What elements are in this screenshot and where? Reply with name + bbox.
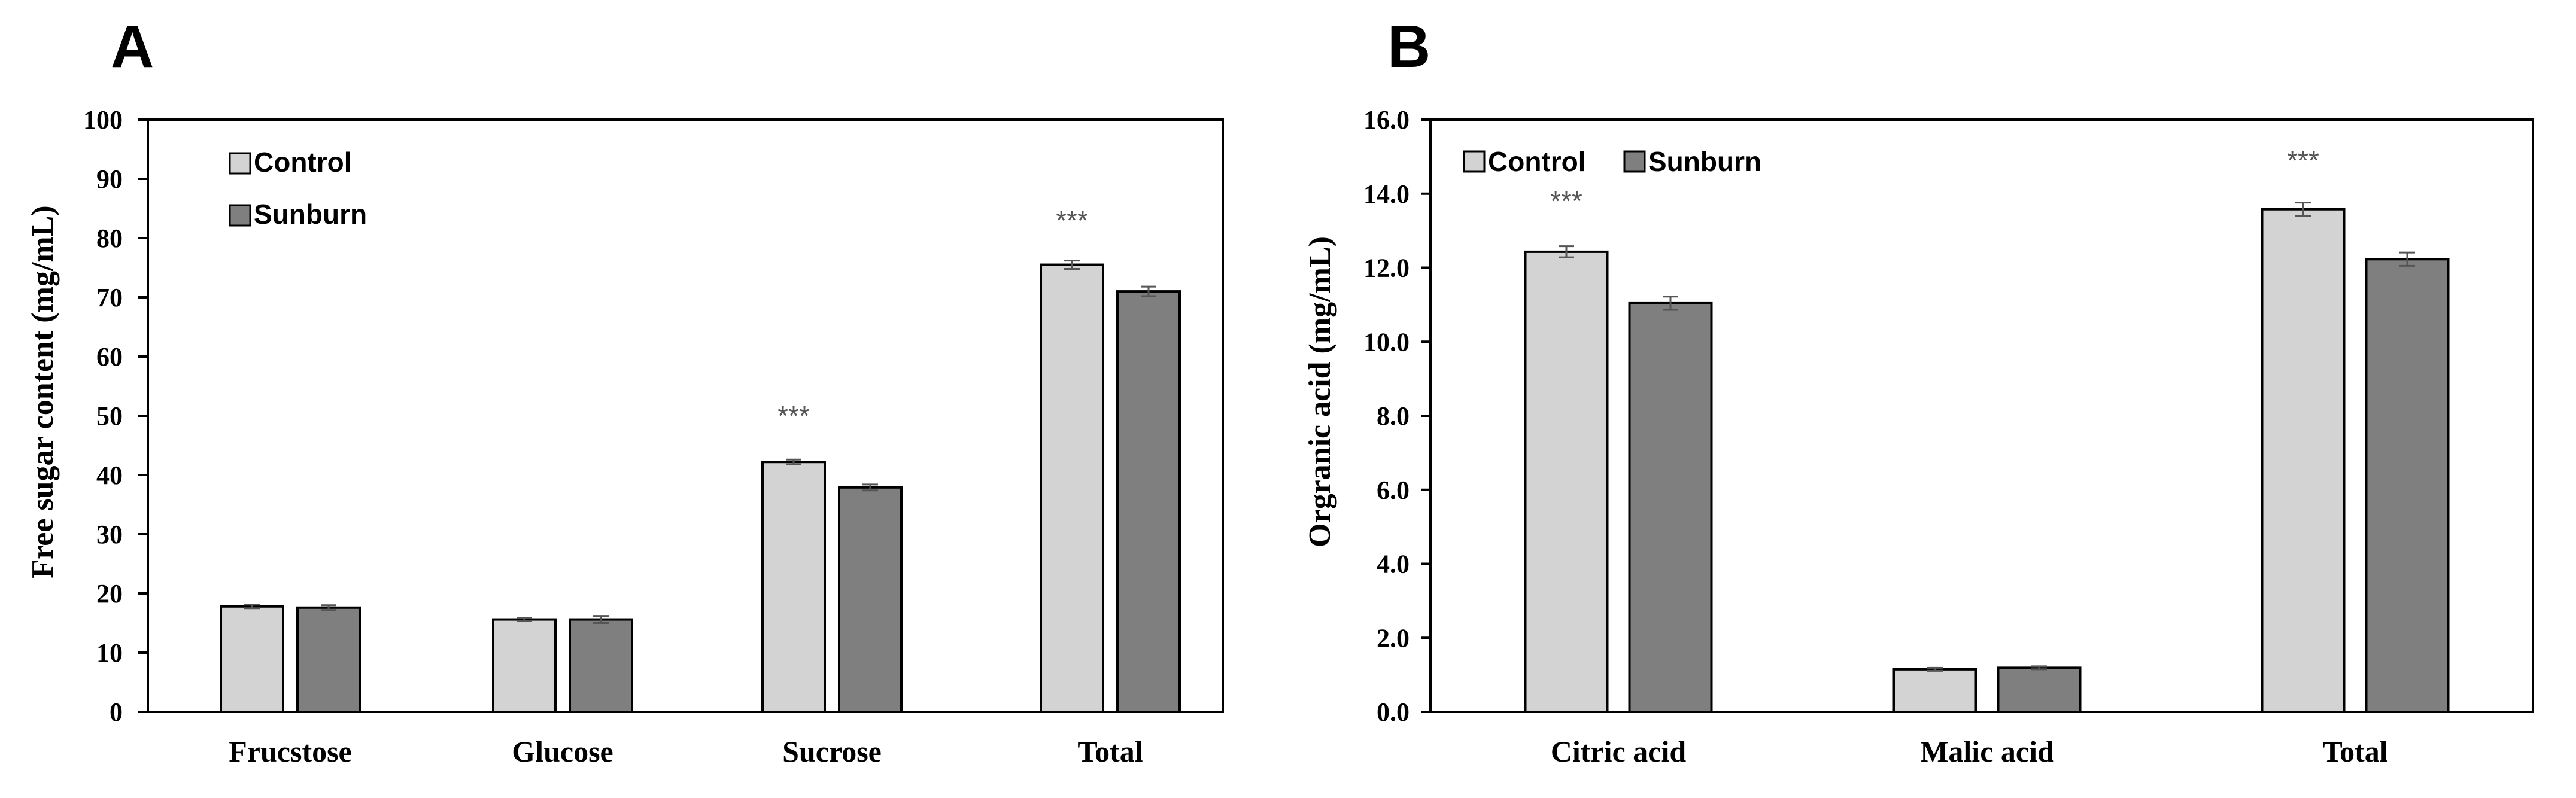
error-bar-control-frucstose bbox=[244, 604, 260, 610]
x-category-label-sucrose: Sucrose bbox=[782, 735, 882, 768]
y-tick-label: 8.0 bbox=[1377, 401, 1409, 431]
legend-swatch-sunburn bbox=[229, 204, 251, 227]
panel-a-bars bbox=[220, 263, 1181, 714]
bar-sunburn-frucstose bbox=[296, 606, 361, 714]
x-category-label-glucose: Glucose bbox=[512, 735, 613, 768]
y-tick-label: 100 bbox=[83, 105, 123, 135]
x-category-label-citric-acid: Citric acid bbox=[1551, 735, 1687, 768]
bar-control-malic-acid bbox=[1892, 668, 1977, 713]
bar-sunburn-citric-acid bbox=[1628, 301, 1713, 713]
panel-b-bars bbox=[1524, 208, 2450, 714]
bar-sunburn-malic-acid bbox=[1997, 666, 2082, 714]
error-bar-control-citric-acid bbox=[1559, 245, 1574, 258]
x-category-label-frucstose: Frucstose bbox=[229, 735, 352, 768]
y-tick-label: 6.0 bbox=[1377, 476, 1409, 505]
panel-b-significance: *** *** bbox=[1550, 145, 2319, 217]
y-tick-label: 4.0 bbox=[1377, 550, 1409, 579]
bar-control-citric-acid bbox=[1524, 250, 1609, 713]
y-tick-label: 80 bbox=[96, 224, 123, 253]
panel-b-chart: B 0.0 2.0 4.0 6.0 8.0 10.0 12.0 14.0 16.0 Citric… bbox=[1303, 13, 2534, 768]
legend-swatch-control bbox=[1463, 150, 1486, 173]
x-category-label-malic-acid: Malic acid bbox=[1920, 735, 2054, 768]
y-tick-label: 70 bbox=[96, 283, 123, 312]
x-category-label-total: Total bbox=[2322, 735, 2387, 768]
y-tick-label: 12.0 bbox=[1363, 254, 1409, 283]
error-bar-control-malic-acid bbox=[1927, 666, 1943, 672]
panel-a-significance: *** *** bbox=[777, 205, 1088, 431]
legend-label-control: Control bbox=[1488, 146, 1586, 177]
y-tick-label: 10 bbox=[96, 638, 123, 668]
panel-a-legend: Control Sunburn bbox=[229, 147, 367, 230]
error-bar-sunburn-glucose bbox=[593, 615, 609, 624]
error-bar-sunburn-frucstose bbox=[321, 604, 336, 611]
error-bar-control-total bbox=[1064, 260, 1080, 270]
significance-marker-total: *** bbox=[2287, 145, 2319, 176]
panel-b-y-axis: 0.0 2.0 4.0 6.0 8.0 10.0 12.0 14.0 16.0 bbox=[1363, 105, 1430, 727]
bar-control-sucrose bbox=[761, 461, 826, 713]
y-tick-label: 10.0 bbox=[1363, 327, 1409, 357]
x-category-label-total: Total bbox=[1077, 735, 1143, 768]
bar-control-total bbox=[1040, 263, 1104, 713]
error-bar-sunburn-total bbox=[1141, 285, 1156, 297]
panel-b-x-axis: Citric acid Malic acid Total bbox=[1551, 735, 2388, 768]
bar-sunburn-sucrose bbox=[838, 486, 903, 713]
bar-control-frucstose bbox=[220, 605, 284, 714]
error-bar-sunburn-sucrose bbox=[862, 483, 878, 492]
panel-b-error-bars bbox=[1559, 202, 2415, 672]
error-bar-control-sucrose bbox=[786, 458, 801, 465]
legend-swatch-control bbox=[229, 152, 251, 175]
y-tick-label: 50 bbox=[96, 401, 123, 431]
panel-b-y-axis-title: Orgranic acid (mg/mL) bbox=[1303, 236, 1337, 547]
bar-control-total bbox=[2261, 208, 2346, 713]
panel-b-letter: B bbox=[1387, 13, 1430, 80]
significance-marker-total: *** bbox=[1056, 205, 1088, 236]
y-tick-label: 14.0 bbox=[1363, 179, 1409, 209]
y-tick-label: 0.0 bbox=[1377, 698, 1409, 727]
significance-marker-citric-acid: *** bbox=[1550, 185, 1582, 217]
y-tick-label: 30 bbox=[96, 520, 123, 549]
panel-b-legend: Control Sunburn bbox=[1463, 146, 1761, 177]
y-tick-label: 2.0 bbox=[1377, 623, 1409, 653]
error-bar-control-glucose bbox=[517, 617, 532, 623]
panel-a-letter: A bbox=[111, 13, 154, 80]
bar-sunburn-glucose bbox=[569, 618, 633, 714]
panel-a-x-axis: Frucstose Glucose Sucrose Total bbox=[229, 735, 1143, 768]
y-tick-label: 60 bbox=[96, 342, 123, 371]
error-bar-sunburn-malic-acid bbox=[2031, 665, 2047, 671]
legend-label-control: Control bbox=[254, 147, 352, 178]
error-bar-sunburn-citric-acid bbox=[1663, 296, 1678, 311]
legend-label-sunburn: Sunburn bbox=[254, 199, 367, 230]
significance-marker-sucrose: *** bbox=[777, 400, 810, 431]
y-tick-label: 20 bbox=[96, 579, 123, 608]
panel-a-y-axis-title: Free sugar content (mg/mL) bbox=[26, 205, 60, 578]
panel-a-chart: A 0 10 20 30 40 50 60 70 80 90 100 Frucstose Glucos… bbox=[26, 13, 1224, 768]
y-tick-label: 16.0 bbox=[1363, 105, 1409, 135]
error-bar-sunburn-total bbox=[2399, 251, 2415, 267]
y-tick-label: 0 bbox=[110, 698, 123, 727]
bar-sunburn-total bbox=[1116, 290, 1181, 714]
bar-sunburn-total bbox=[2365, 258, 2450, 713]
legend-swatch-sunburn bbox=[1623, 150, 1646, 173]
y-tick-label: 90 bbox=[96, 165, 123, 194]
panel-a-y-axis: 0 10 20 30 40 50 60 70 80 90 100 bbox=[83, 105, 148, 727]
y-tick-label: 40 bbox=[96, 461, 123, 490]
error-bar-control-total bbox=[2295, 202, 2311, 217]
bar-control-glucose bbox=[492, 618, 557, 714]
legend-label-sunburn: Sunburn bbox=[1648, 146, 1761, 177]
panel-a-error-bars bbox=[244, 260, 1156, 624]
